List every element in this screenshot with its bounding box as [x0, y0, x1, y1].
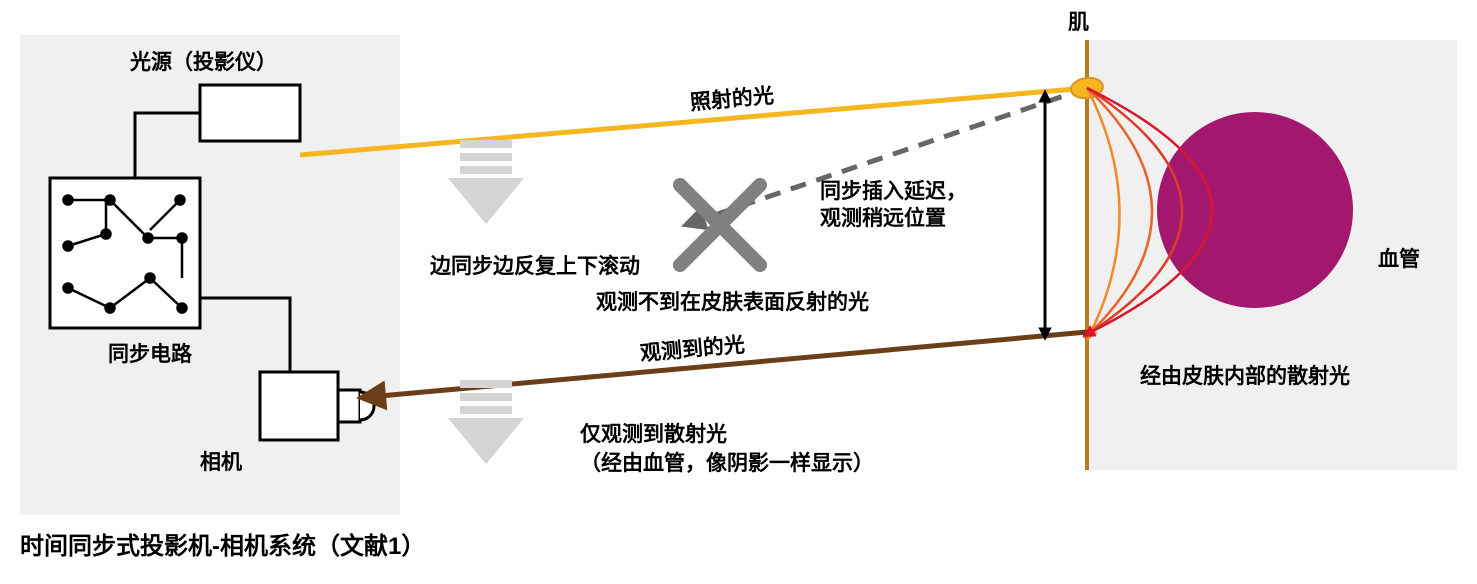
sync-circuit-label: 同步电路	[108, 340, 192, 369]
skin-label: 肌	[1068, 8, 1089, 37]
scroll-arrow-bottom	[448, 380, 524, 464]
light-source-label: 光源（投影仪）	[130, 48, 277, 77]
cross-icon	[680, 185, 760, 265]
sync-delay-label: 同步插入延迟， 观测稍远位置	[820, 178, 967, 233]
scattered-skin-label: 经由皮肤内部的散射光	[1140, 362, 1350, 391]
projector-icon	[200, 85, 300, 141]
scattered-only-label: 仅观测到散射光 （经由血管，像阴影一样显示）	[580, 420, 874, 479]
cannot-observe-label: 观测不到在皮肤表面反射的光	[596, 288, 869, 317]
vessel-label: 血管	[1378, 245, 1420, 274]
camera-icon	[260, 372, 338, 440]
camera-label: 相机	[200, 448, 242, 477]
scroll-text: 边同步边反复上下滚动	[430, 252, 640, 281]
scroll-arrow-top	[448, 140, 524, 224]
system-caption: 时间同步式投影机-相机系统（文献1）	[20, 530, 425, 564]
blood-vessel-icon	[1157, 112, 1353, 308]
